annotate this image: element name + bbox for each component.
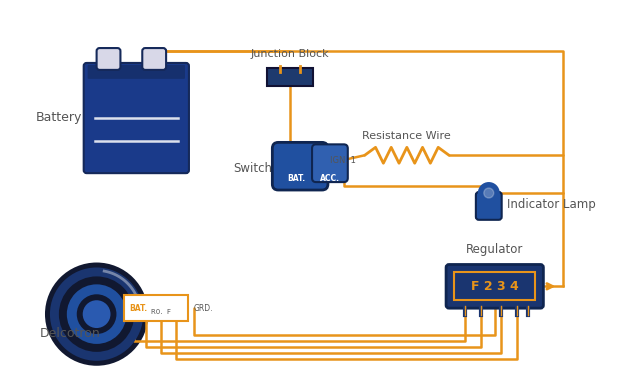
FancyBboxPatch shape: [446, 265, 544, 308]
Text: GRD.: GRD.: [194, 304, 213, 313]
FancyBboxPatch shape: [96, 48, 121, 70]
Text: Indicator Lamp: Indicator Lamp: [507, 198, 595, 211]
Text: Battery: Battery: [35, 111, 82, 124]
Circle shape: [59, 276, 135, 352]
Circle shape: [83, 300, 110, 328]
Text: BAT.: BAT.: [287, 173, 305, 183]
FancyBboxPatch shape: [142, 48, 166, 70]
Circle shape: [479, 183, 499, 203]
Circle shape: [50, 267, 144, 361]
FancyBboxPatch shape: [124, 295, 188, 321]
Text: Junction Block: Junction Block: [251, 49, 329, 59]
Circle shape: [45, 263, 148, 366]
Text: Regulator: Regulator: [466, 242, 523, 256]
Text: Switch: Switch: [234, 162, 272, 175]
Circle shape: [77, 294, 117, 334]
Circle shape: [484, 188, 494, 198]
FancyBboxPatch shape: [272, 142, 328, 190]
FancyBboxPatch shape: [312, 144, 348, 182]
Text: ACC.: ACC.: [320, 173, 340, 183]
FancyBboxPatch shape: [454, 272, 535, 300]
FancyBboxPatch shape: [87, 65, 185, 79]
Text: R0.  F: R0. F: [151, 309, 171, 315]
Text: Delcotron: Delcotron: [40, 327, 101, 341]
Text: IGN. 1: IGN. 1: [330, 156, 356, 165]
Text: F 2 3 4: F 2 3 4: [471, 280, 519, 293]
FancyBboxPatch shape: [476, 192, 501, 220]
Text: Resistance Wire: Resistance Wire: [362, 132, 450, 141]
FancyBboxPatch shape: [84, 63, 189, 173]
Text: BAT.: BAT.: [130, 304, 147, 313]
Circle shape: [67, 284, 126, 344]
FancyBboxPatch shape: [267, 68, 313, 86]
